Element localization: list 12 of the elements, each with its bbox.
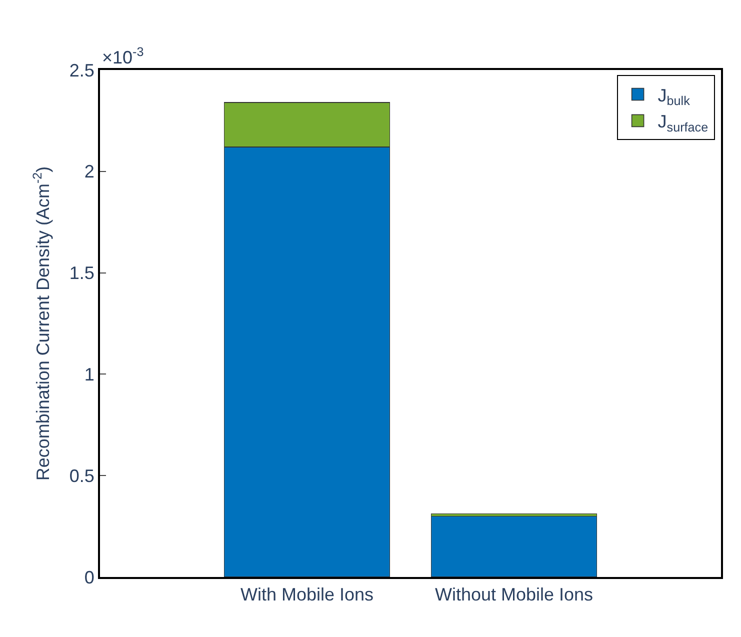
y-tick-label: 1 bbox=[84, 364, 94, 384]
y-tick-label: 0.5 bbox=[69, 466, 94, 486]
bar bbox=[430, 516, 598, 577]
y-tick-label: 2 bbox=[84, 162, 94, 182]
y-tick-label: 0 bbox=[84, 567, 94, 588]
legend-label: J$_{bulk}$ bbox=[658, 85, 691, 108]
text: ×10$^{-3}$ bbox=[102, 45, 144, 68]
y-tick-label: 1.5 bbox=[69, 263, 94, 284]
x-tick-label: Without Mobile Ions bbox=[434, 584, 594, 605]
legend-label: J$_{surface}$ bbox=[658, 112, 708, 134]
y-tick-label: 2.5 bbox=[69, 60, 94, 80]
x-tick-label: With Mobile Ions bbox=[240, 584, 374, 605]
